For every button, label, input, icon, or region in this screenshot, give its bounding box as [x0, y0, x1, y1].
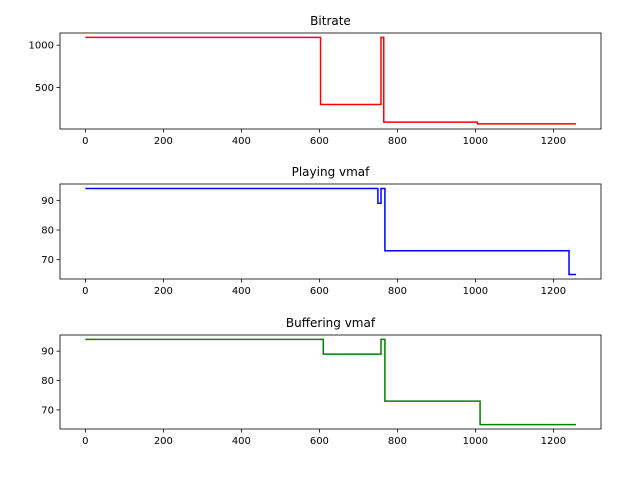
x-tick-label: 200 — [154, 436, 173, 447]
x-tick-label: 800 — [388, 286, 407, 297]
x-tick-label: 1200 — [541, 286, 566, 297]
x-tick-label: 600 — [310, 286, 329, 297]
y-tick-label: 70 — [41, 255, 54, 266]
x-tick-label: 800 — [388, 136, 407, 147]
x-tick-label: 0 — [82, 436, 88, 447]
x-tick-label: 1200 — [541, 436, 566, 447]
axes-frame — [59, 183, 602, 280]
series-line-1 — [85, 36, 577, 125]
y-tick-label: 80 — [41, 376, 54, 387]
x-tick-label: 400 — [232, 136, 251, 147]
x-tick-label: 0 — [82, 286, 88, 297]
x-tick-label: 200 — [154, 136, 173, 147]
x-tick-label: 1000 — [463, 436, 488, 447]
y-tick-label: 500 — [35, 83, 54, 94]
y-tick-label: 90 — [41, 347, 54, 358]
x-tick-label: 600 — [310, 436, 329, 447]
x-tick-label: 800 — [388, 436, 407, 447]
subplot-title: Buffering vmaf — [286, 316, 376, 330]
subplot-3: Buffering vmaf 0 200 400 600 800 1000 1200 70 80 9… — [41, 316, 602, 447]
y-tick-label: 1000 — [29, 41, 54, 52]
series-line-1 — [85, 338, 577, 426]
x-tick-label: 1000 — [463, 286, 488, 297]
subplot-title: Bitrate — [310, 14, 351, 28]
x-tick-label: 1200 — [541, 136, 566, 147]
x-tick-label: 0 — [82, 136, 88, 147]
y-tick-label: 90 — [41, 196, 54, 207]
x-tick-label: 400 — [232, 436, 251, 447]
x-tick-label: 200 — [154, 286, 173, 297]
axes-frame — [59, 334, 602, 430]
x-tick-label: 1000 — [463, 136, 488, 147]
series-line-1 — [85, 187, 577, 276]
subplot-2: Playing vmaf 0 200 400 600 800 1000 1200 70 80 90 — [41, 165, 602, 297]
y-tick-label: 70 — [41, 405, 54, 416]
axes-frame — [59, 32, 602, 130]
x-tick-label: 400 — [232, 286, 251, 297]
y-tick-label: 80 — [41, 226, 54, 237]
subplot-1: Bitrate 0 200 400 600 800 1000 1200 500 1000 — [29, 14, 602, 147]
subplot-title: Playing vmaf — [292, 165, 371, 179]
x-tick-label: 600 — [310, 136, 329, 147]
